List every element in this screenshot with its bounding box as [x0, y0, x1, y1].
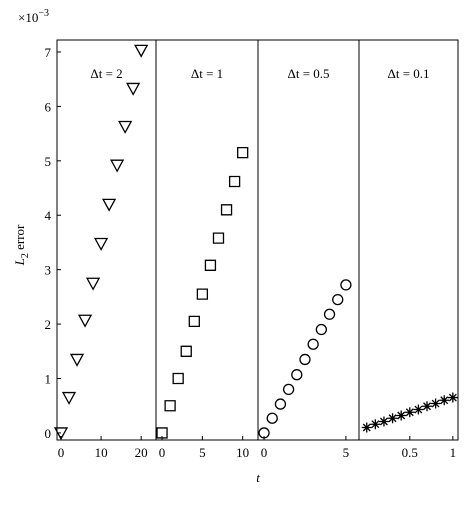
x-tick-label: 1: [450, 445, 457, 460]
x-tick-label: 0: [261, 445, 268, 460]
marker: [180, 345, 192, 357]
x-tick-label: 20: [135, 445, 148, 460]
y-tick-label: 3: [45, 263, 52, 278]
marker: [282, 383, 295, 395]
marker: [204, 259, 217, 271]
marker: [102, 198, 117, 212]
marker: [430, 398, 441, 409]
x-tick-label: 10: [236, 445, 249, 460]
y-label-rest: error: [12, 224, 27, 253]
y-tick-label: 4: [45, 208, 52, 223]
marker: [447, 392, 458, 403]
y-tick-label: 5: [45, 154, 52, 169]
marker: [266, 412, 278, 424]
marker: [85, 277, 101, 291]
marker: [77, 314, 93, 328]
marker: [258, 427, 270, 439]
marker: [69, 353, 85, 367]
y-tick-label: 0: [45, 426, 52, 441]
marker: [110, 159, 125, 173]
marker: [396, 410, 407, 421]
marker: [378, 416, 389, 427]
y-label-sub: 2: [20, 253, 31, 258]
marker: [228, 175, 241, 188]
marker: [274, 398, 287, 410]
marker: [220, 204, 233, 216]
y-tick-label: 6: [45, 99, 52, 114]
marker: [53, 427, 69, 441]
panel-frame: [358, 39, 459, 441]
marker: [164, 400, 176, 412]
marker: [61, 391, 77, 405]
y-multiplier: ×10−3: [18, 8, 49, 25]
x-tick-label: 5: [199, 445, 206, 460]
x-tick-label: 10: [95, 445, 108, 460]
marker: [212, 232, 225, 244]
marker: [387, 413, 398, 424]
panel-title: Δt = 2: [90, 66, 122, 81]
marker: [291, 369, 303, 381]
marker: [237, 147, 249, 159]
marker: [134, 44, 149, 58]
x-tick-label: 0: [58, 445, 65, 460]
marker: [188, 315, 200, 328]
marker: [156, 427, 168, 439]
y-axis-label: L2 error: [12, 224, 31, 266]
marker: [340, 279, 352, 291]
marker: [315, 323, 328, 336]
marker: [422, 401, 433, 412]
marker: [299, 353, 311, 366]
marker: [118, 120, 133, 134]
panel-frame: [155, 39, 259, 441]
x-tick-label: 0: [159, 445, 166, 460]
x-tick-label: 5: [343, 445, 350, 460]
y-label-main: L: [12, 258, 27, 266]
multiplier-base: ×10: [18, 10, 38, 25]
marker: [172, 372, 184, 385]
y-tick-label: 7: [45, 45, 52, 60]
panel-title: Δt = 0.5: [287, 66, 329, 81]
marker: [323, 308, 336, 320]
y-tick-label: 2: [45, 317, 52, 332]
x-tick-label: 0.5: [402, 445, 418, 460]
y-tick-label: 1: [45, 372, 52, 387]
marker: [93, 237, 109, 251]
marker: [332, 294, 344, 306]
marker: [370, 419, 381, 430]
panel-frame: [257, 39, 360, 441]
marker: [404, 407, 415, 418]
multiplier-exponent: −3: [38, 8, 49, 19]
marker: [126, 82, 141, 96]
marker: [439, 395, 450, 406]
panel-title: Δt = 1: [191, 66, 223, 81]
x-axis-label: t: [256, 470, 260, 485]
marker: [361, 422, 372, 433]
marker: [413, 404, 424, 415]
panel-title: Δt = 0.1: [387, 66, 429, 81]
marker: [196, 288, 209, 300]
marker: [307, 338, 319, 350]
